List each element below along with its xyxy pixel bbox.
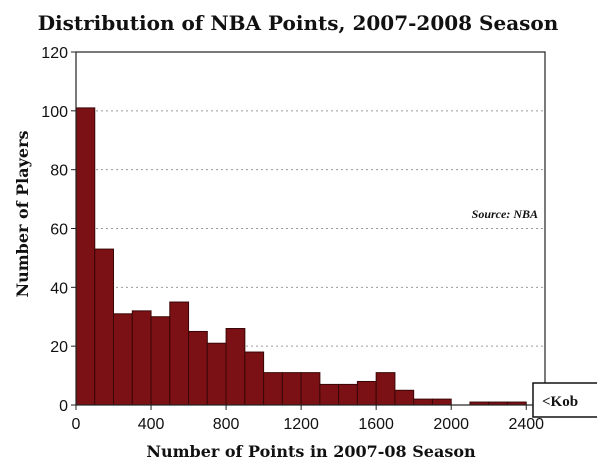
- histogram-bar: [338, 383, 358, 406]
- y-tick-label: 20: [50, 339, 68, 356]
- histogram-bar: [94, 248, 115, 406]
- x-axis-ticks: 0 400 800 1200 1600 2000 2400: [72, 405, 544, 433]
- y-tick-label: 100: [41, 104, 68, 121]
- histogram-bar: [131, 310, 152, 406]
- histogram-bar: [206, 342, 227, 406]
- x-tick-label: 1600: [358, 416, 394, 433]
- histogram-bar: [244, 351, 265, 406]
- histogram-bar: [281, 372, 302, 406]
- chart-title: Distribution of NBA Points, 2007-2008 Se…: [38, 11, 559, 35]
- histogram-bar: [150, 316, 171, 406]
- histogram-bar: [263, 372, 283, 406]
- histogram-bar: [169, 301, 190, 406]
- histogram-bar: [113, 313, 133, 406]
- y-tick-label: 80: [50, 163, 68, 180]
- histogram-bar: [319, 383, 340, 406]
- y-axis-label: Number of Players: [13, 130, 32, 297]
- histogram-bar: [394, 389, 415, 406]
- histogram-bar: [188, 330, 208, 406]
- y-axis-ticks: 0 20 40 60 80 100 120: [41, 45, 76, 415]
- x-tick-label: 400: [138, 416, 165, 433]
- x-tick-label: 0: [72, 416, 81, 433]
- source-note: Source: NBA: [472, 207, 538, 221]
- grid-lines: [76, 110, 545, 347]
- x-tick-label: 1200: [283, 416, 319, 433]
- x-tick-label: 800: [213, 416, 240, 433]
- y-tick-label: 120: [41, 45, 68, 62]
- histogram-bar: [300, 372, 321, 406]
- y-tick-label: 0: [59, 398, 68, 415]
- callout-label: <Kob: [542, 394, 578, 410]
- histogram-bar: [75, 107, 96, 406]
- histogram-bar: [413, 398, 433, 406]
- y-tick-label: 40: [50, 280, 68, 297]
- y-tick-label: 60: [50, 222, 68, 239]
- histogram-bar: [375, 372, 396, 406]
- bars: [75, 107, 527, 406]
- x-tick-label: 2000: [433, 416, 469, 433]
- x-tick-label: 2400: [508, 416, 544, 433]
- histogram-bar: [356, 380, 377, 406]
- x-axis-label: Number of Points in 2007-08 Season: [146, 442, 476, 461]
- callout-box: [532, 382, 597, 418]
- histogram-bar: [225, 328, 246, 406]
- histogram-bar: [431, 398, 452, 406]
